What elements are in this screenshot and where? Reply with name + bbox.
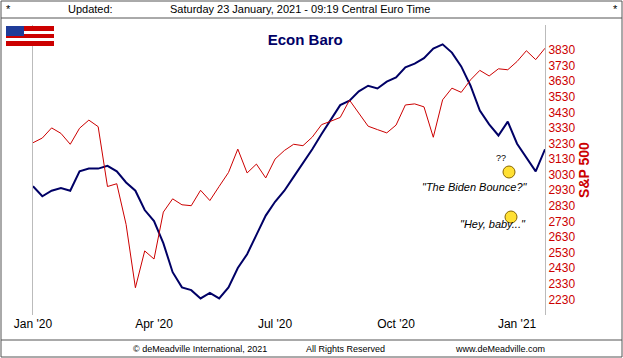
svg-text:2830: 2830 [548, 199, 575, 213]
svg-text:3130: 3130 [548, 152, 575, 166]
svg-text:2330: 2330 [548, 277, 575, 291]
svg-text:3530: 3530 [548, 90, 575, 104]
svg-text:All Rights Reserved: All Rights Reserved [306, 344, 385, 354]
svg-text:3730: 3730 [548, 59, 575, 73]
svg-text:2930: 2930 [548, 183, 575, 197]
svg-text:2530: 2530 [548, 246, 575, 260]
svg-text:2430: 2430 [548, 261, 575, 275]
svg-text:3030: 3030 [548, 168, 575, 182]
svg-text:Econ Baro: Econ Baro [268, 31, 343, 48]
svg-text:© deMeadville International, 2: © deMeadville International, 2021 [133, 344, 267, 354]
svg-text:"The Biden Bounce?": "The Biden Bounce?" [422, 181, 528, 193]
svg-text:www.deMeadville.com: www.deMeadville.com [455, 344, 545, 354]
svg-text:Oct '20: Oct '20 [377, 317, 415, 331]
svg-text:Jul '20: Jul '20 [258, 317, 293, 331]
svg-text:*: * [6, 3, 11, 15]
svg-text:S&P 500: S&P 500 [576, 142, 592, 198]
svg-text:3630: 3630 [548, 74, 575, 88]
svg-text:3830: 3830 [548, 43, 575, 57]
svg-text:Jan '20: Jan '20 [14, 317, 53, 331]
svg-text:Saturday 23 January, 2021 - 09: Saturday 23 January, 2021 - 09:19 Centra… [170, 3, 430, 15]
svg-text:*: * [613, 3, 618, 15]
svg-text:3230: 3230 [548, 137, 575, 151]
svg-text:Jan '21: Jan '21 [498, 317, 537, 331]
svg-text:2730: 2730 [548, 215, 575, 229]
svg-text:??: ?? [496, 153, 506, 163]
svg-text:2230: 2230 [548, 293, 575, 307]
svg-text:3330: 3330 [548, 121, 575, 135]
svg-text:2630: 2630 [548, 230, 575, 244]
svg-text:3430: 3430 [548, 106, 575, 120]
svg-text:"Hey, baby...": "Hey, baby..." [460, 218, 526, 230]
svg-text:Updated:: Updated: [68, 3, 113, 15]
svg-text:Apr '20: Apr '20 [135, 317, 173, 331]
